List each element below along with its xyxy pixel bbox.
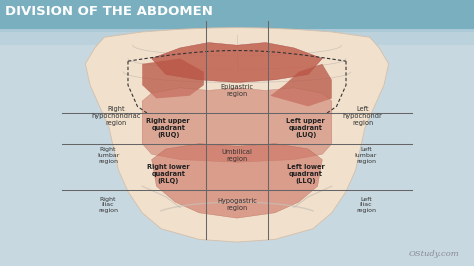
Text: Left
iliac
region: Left iliac region — [356, 197, 376, 213]
Text: Hypogastric
region: Hypogastric region — [217, 198, 257, 211]
FancyBboxPatch shape — [0, 29, 474, 45]
Text: Right upper
quadrant
(RUQ): Right upper quadrant (RUQ) — [146, 118, 190, 138]
Polygon shape — [152, 144, 322, 218]
FancyBboxPatch shape — [0, 0, 474, 32]
Text: Right
hypochondriac
region: Right hypochondriac region — [91, 106, 141, 126]
Text: DIVISION OF THE ABDOMEN: DIVISION OF THE ABDOMEN — [5, 6, 213, 18]
Text: Left
lumbar
region: Left lumbar region — [355, 147, 377, 164]
Text: Epigastric
region: Epigastric region — [220, 84, 254, 97]
Text: Right
iliac
region: Right iliac region — [98, 197, 118, 213]
Polygon shape — [85, 28, 389, 242]
Polygon shape — [152, 43, 322, 82]
Polygon shape — [142, 59, 204, 98]
Polygon shape — [142, 88, 332, 162]
Text: Left
hypochondr
region: Left hypochondr region — [343, 106, 383, 126]
Text: Right lower
quadrant
(RLQ): Right lower quadrant (RLQ) — [147, 164, 190, 184]
Polygon shape — [270, 64, 332, 106]
Text: Left lower
quadrant
(LLQ): Left lower quadrant (LLQ) — [287, 164, 325, 184]
Text: Right
lumbar
region: Right lumbar region — [97, 147, 119, 164]
Text: OStudy.com: OStudy.com — [409, 250, 460, 258]
Text: Left upper
quadrant
(LUQ): Left upper quadrant (LUQ) — [286, 118, 325, 138]
Text: Umbilical
region: Umbilical region — [221, 149, 253, 162]
